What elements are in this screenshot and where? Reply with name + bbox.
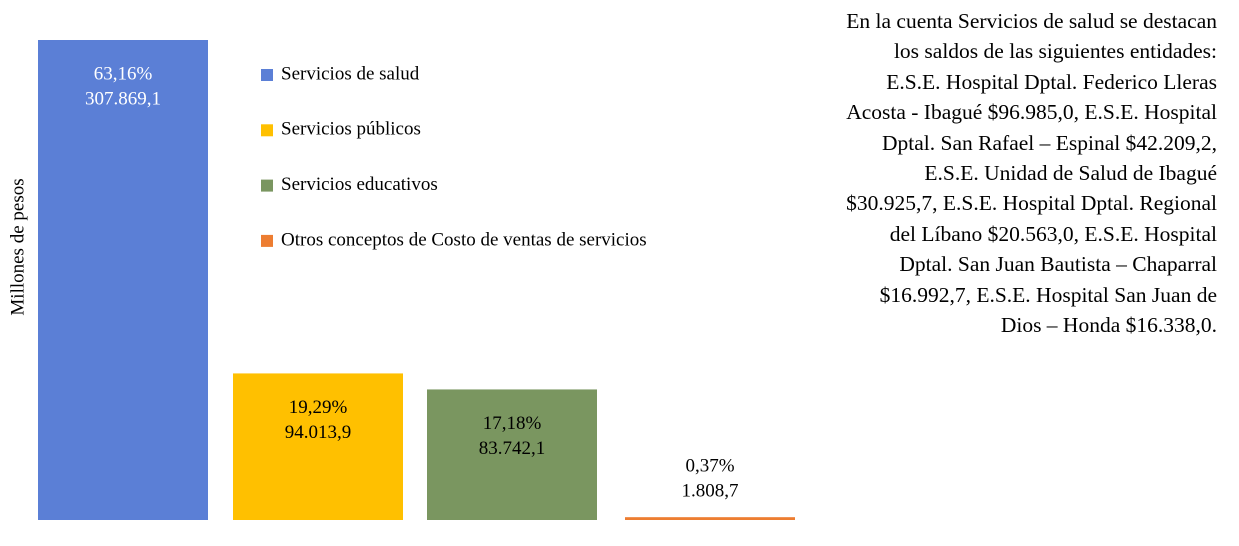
percentage-label: 0,37% <box>685 456 734 477</box>
legend-label: Servicios públicos <box>281 119 421 140</box>
percentage-label: 17,18% <box>483 413 542 434</box>
bar <box>38 40 208 520</box>
legend-label: Otros conceptos de Costo de ventas de se… <box>281 229 647 250</box>
legend-label: Servicios educativos <box>281 174 438 195</box>
legend-swatch <box>261 234 273 247</box>
bar <box>233 373 403 520</box>
value-label: 83.742,1 <box>479 438 546 459</box>
note: En la cuenta Servicios de salud se desta… <box>846 9 1217 338</box>
legend-label: Servicios de salud <box>281 63 420 84</box>
legend-swatch <box>261 179 273 192</box>
legend-swatch <box>261 69 273 81</box>
percentage-label: 19,29% <box>289 397 348 418</box>
bar <box>625 517 795 520</box>
legend-swatch <box>261 124 273 137</box>
percentage-label: 63,16% <box>94 63 153 84</box>
chart: Millones de pesos 63,16% 307.869,1 Servici… <box>7 40 795 520</box>
bar <box>427 389 597 520</box>
value-label: 307.869,1 <box>85 88 161 109</box>
value-label: 1.808,7 <box>682 481 739 502</box>
y-axis-label: Millones de pesos <box>7 178 28 315</box>
value-label: 94.013,9 <box>285 422 352 443</box>
